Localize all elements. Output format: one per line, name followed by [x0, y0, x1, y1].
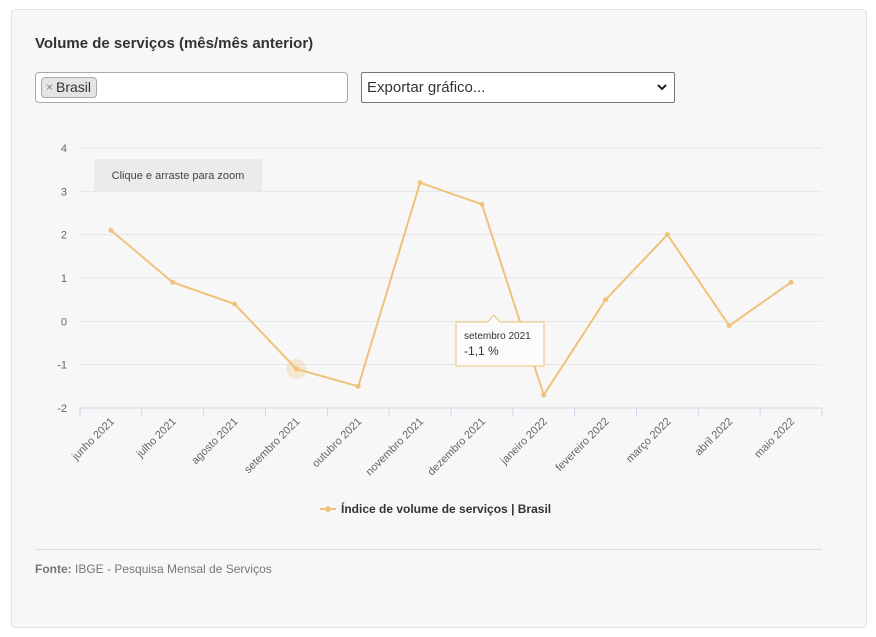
source-text: IBGE - Pesquisa Mensal de Serviços [75, 562, 272, 576]
tooltip-value: -1,1 % [464, 344, 499, 358]
x-tick-label: julho 2021 [134, 416, 179, 461]
tooltip-label: setembro 2021 [464, 331, 531, 342]
zoom-hint-box [94, 159, 262, 191]
y-tick-label: 0 [61, 316, 67, 328]
zoom-hint: Clique e arraste para zoom [112, 170, 245, 182]
x-tick-label: maio 2022 [752, 416, 797, 461]
divider [35, 549, 822, 550]
data-point [232, 301, 238, 307]
y-tick-label: -1 [57, 360, 67, 372]
x-tick-label: dezembro 2021 [425, 416, 488, 479]
close-icon[interactable]: × [46, 80, 54, 94]
data-point [108, 227, 114, 233]
y-tick-label: 3 [61, 186, 67, 198]
data-point [293, 366, 299, 372]
region-filter-input[interactable]: × Brasil [35, 72, 348, 103]
series-line [110, 181, 792, 396]
y-tick-label: 2 [61, 230, 67, 242]
x-tick-label: fevereiro 2022 [553, 416, 611, 474]
data-point [788, 279, 794, 285]
x-tick-label: abril 2022 [693, 416, 736, 459]
source-label: Fonte: [35, 562, 72, 576]
chevron-down-icon [657, 84, 667, 91]
data-point [170, 279, 176, 285]
chart-title: Volume de serviços (mês/mês anterior) [35, 35, 314, 52]
export-chart-select[interactable]: Exportar gráfico... [361, 72, 675, 103]
x-tick-label: março 2022 [624, 416, 674, 466]
source-note: Fonte: IBGE - Pesquisa Mensal de Serviço… [35, 562, 272, 576]
y-tick-label: 4 [61, 143, 67, 155]
selected-tag-label: Brasil [56, 79, 92, 95]
x-tick-label: janeiro 2022 [498, 416, 550, 468]
x-tick-label: agosto 2021 [189, 416, 240, 467]
selected-tag: × Brasil [41, 77, 98, 98]
tooltip-box [455, 314, 545, 367]
data-point [479, 201, 485, 207]
y-tick-label: -2 [57, 403, 67, 415]
x-tick-label: novembro 2021 [364, 416, 427, 479]
data-point [664, 232, 670, 238]
data-point [603, 297, 609, 303]
y-tick-label: 1 [61, 273, 67, 285]
x-tick-label: setembro 2021 [242, 416, 302, 476]
legend-label: Índice de volume de serviços | Brasil [341, 501, 551, 516]
x-tick-label: junho 2021 [69, 416, 117, 464]
data-point [355, 383, 361, 389]
data-point [541, 392, 547, 398]
data-point [417, 180, 423, 186]
data-point [726, 323, 732, 329]
export-select-label: Exportar gráfico... [367, 79, 486, 96]
x-tick-label: outubro 2021 [310, 416, 364, 470]
legend-marker-dot [325, 506, 331, 512]
